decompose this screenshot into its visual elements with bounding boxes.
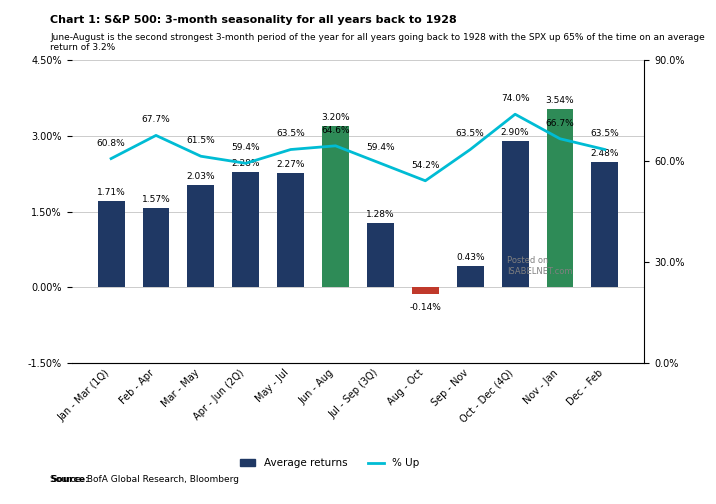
- Text: 59.4%: 59.4%: [366, 143, 395, 152]
- Bar: [367, 223, 394, 287]
- Text: 59.4%: 59.4%: [231, 143, 260, 152]
- Bar: [277, 173, 304, 287]
- Bar: [591, 162, 619, 287]
- Text: 60.8%: 60.8%: [97, 139, 125, 148]
- Text: 74.0%: 74.0%: [500, 94, 529, 103]
- Bar: [546, 109, 574, 287]
- Text: 2.90%: 2.90%: [500, 128, 529, 137]
- Text: 54.2%: 54.2%: [411, 161, 440, 170]
- Text: 1.28%: 1.28%: [366, 210, 395, 219]
- Bar: [412, 287, 439, 294]
- Text: 66.7%: 66.7%: [546, 118, 574, 128]
- Text: 61.5%: 61.5%: [186, 136, 216, 145]
- Bar: [322, 126, 349, 287]
- Text: 2.28%: 2.28%: [231, 159, 260, 168]
- Text: 0.43%: 0.43%: [456, 253, 485, 262]
- Bar: [502, 141, 528, 287]
- Text: 2.03%: 2.03%: [187, 172, 216, 181]
- Bar: [232, 172, 259, 287]
- Text: Source:: Source:: [50, 475, 89, 484]
- Text: 1.71%: 1.71%: [97, 188, 125, 197]
- Text: 3.20%: 3.20%: [321, 113, 350, 122]
- Text: Chart 1: S&P 500: 3-month seasonality for all years back to 1928: Chart 1: S&P 500: 3-month seasonality fo…: [50, 15, 457, 25]
- Text: 67.7%: 67.7%: [142, 115, 170, 124]
- Text: 2.48%: 2.48%: [591, 149, 619, 158]
- Legend: Average returns, % Up: Average returns, % Up: [236, 454, 423, 473]
- Text: 64.6%: 64.6%: [321, 125, 350, 135]
- Text: 63.5%: 63.5%: [591, 130, 619, 139]
- Text: 3.54%: 3.54%: [546, 96, 574, 105]
- Text: 2.27%: 2.27%: [276, 160, 305, 169]
- Bar: [142, 208, 170, 287]
- Text: 1.57%: 1.57%: [142, 195, 170, 204]
- Text: June-August is the second strongest 3-month period of the year for all years goi: June-August is the second strongest 3-mo…: [50, 33, 705, 52]
- Text: Posted on
ISABELNET.com: Posted on ISABELNET.com: [507, 257, 572, 276]
- Bar: [97, 201, 125, 287]
- Text: 63.5%: 63.5%: [276, 130, 305, 139]
- Text: -0.14%: -0.14%: [410, 303, 441, 312]
- Text: Source: BofA Global Research, Bloomberg: Source: BofA Global Research, Bloomberg: [50, 475, 239, 484]
- Text: 63.5%: 63.5%: [456, 130, 485, 139]
- Bar: [457, 266, 484, 287]
- Bar: [188, 185, 214, 287]
